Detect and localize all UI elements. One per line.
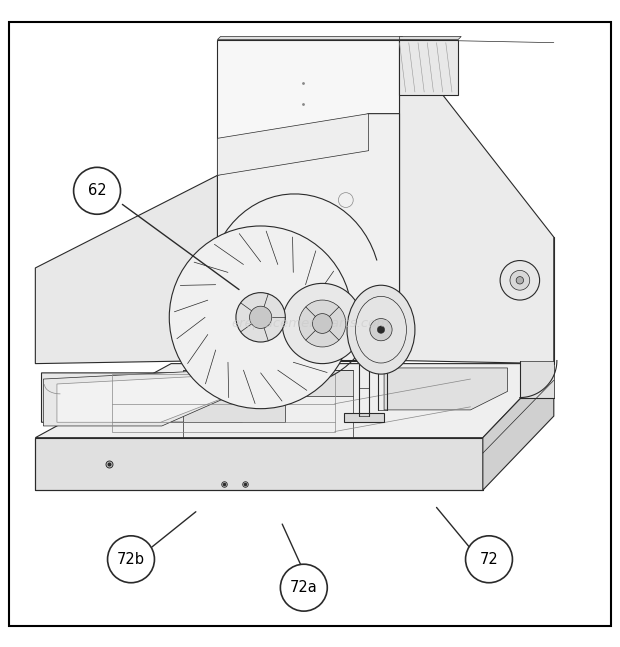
Text: ereplacementParts.com: ereplacementParts.com xyxy=(231,317,389,330)
Polygon shape xyxy=(218,36,402,39)
Polygon shape xyxy=(218,39,399,360)
Polygon shape xyxy=(399,36,461,39)
Circle shape xyxy=(236,292,285,342)
Polygon shape xyxy=(384,368,508,410)
Polygon shape xyxy=(35,364,554,437)
Circle shape xyxy=(370,318,392,341)
Circle shape xyxy=(378,326,384,333)
Circle shape xyxy=(510,270,529,290)
Circle shape xyxy=(249,306,272,329)
Polygon shape xyxy=(520,360,554,397)
Polygon shape xyxy=(35,175,218,364)
Circle shape xyxy=(107,536,154,583)
Polygon shape xyxy=(42,373,267,422)
Polygon shape xyxy=(35,437,483,490)
Polygon shape xyxy=(184,370,353,422)
Circle shape xyxy=(516,276,523,284)
Circle shape xyxy=(299,300,346,347)
Polygon shape xyxy=(218,114,369,175)
Circle shape xyxy=(312,314,332,333)
Ellipse shape xyxy=(347,285,415,374)
Circle shape xyxy=(280,564,327,611)
Polygon shape xyxy=(43,371,254,426)
Polygon shape xyxy=(57,376,245,422)
Circle shape xyxy=(500,261,539,300)
Text: 72: 72 xyxy=(480,552,498,567)
Text: 72a: 72a xyxy=(290,580,317,595)
Text: 62: 62 xyxy=(88,183,107,198)
Polygon shape xyxy=(399,39,458,95)
Circle shape xyxy=(169,226,352,409)
Polygon shape xyxy=(483,364,554,490)
Circle shape xyxy=(282,283,363,364)
Polygon shape xyxy=(399,39,554,364)
Text: 72b: 72b xyxy=(117,552,145,567)
Circle shape xyxy=(466,536,513,583)
Circle shape xyxy=(74,168,120,214)
Polygon shape xyxy=(218,114,399,360)
Polygon shape xyxy=(344,413,384,422)
